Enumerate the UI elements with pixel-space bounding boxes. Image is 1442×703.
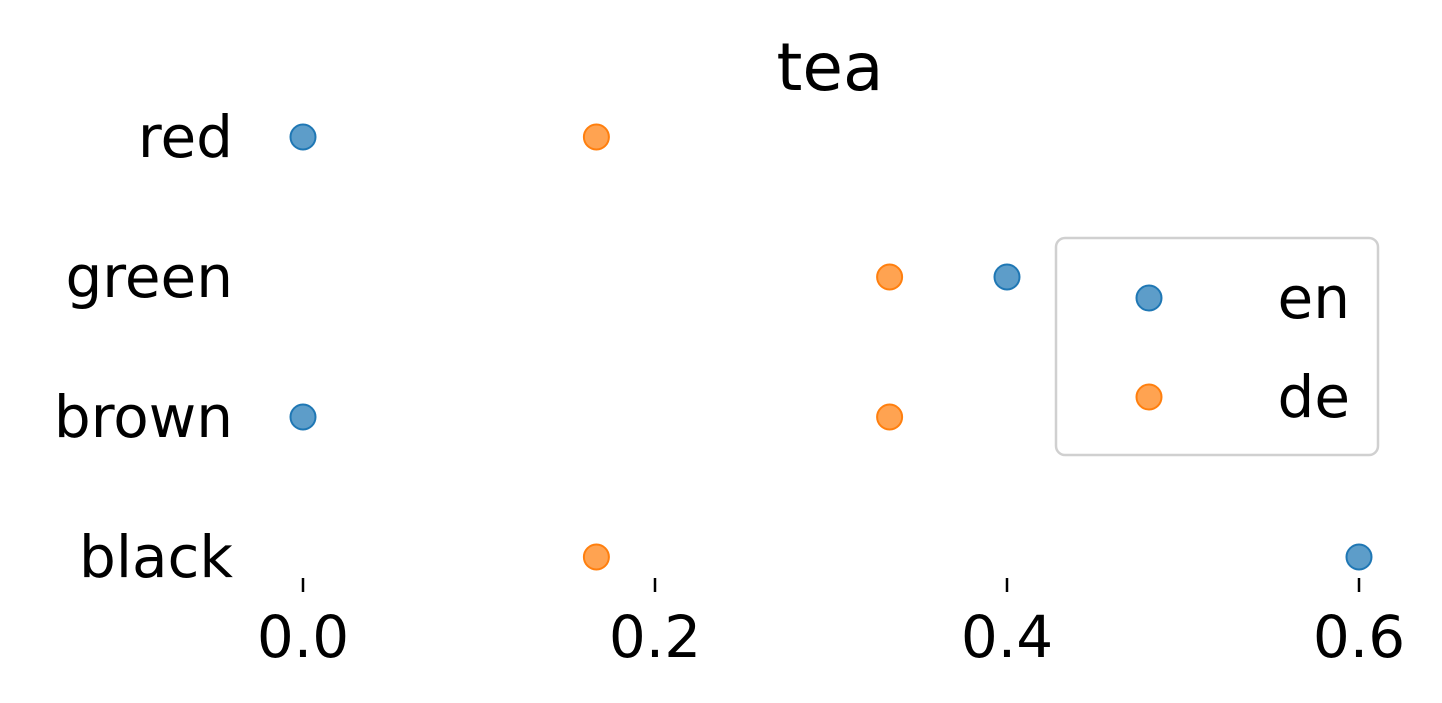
point-de-brown	[876, 403, 904, 431]
point-en-brown	[289, 403, 317, 431]
point-de-green	[876, 263, 904, 291]
category-labels: red green brown black	[54, 103, 233, 591]
point-en-black	[1345, 543, 1373, 571]
category-label-red: red	[138, 103, 233, 171]
legend: en de	[1054, 236, 1380, 457]
legend-marker-de	[1135, 383, 1163, 411]
point-de-red	[582, 123, 610, 151]
category-label-black: black	[79, 523, 233, 591]
x-tick-label: 0.2	[609, 603, 701, 671]
x-tick-label: 0.6	[1313, 603, 1405, 671]
point-en-green	[993, 263, 1021, 291]
legend-label-de: de	[1278, 363, 1351, 431]
category-label-green: green	[65, 243, 233, 311]
data-points	[289, 123, 1373, 571]
point-en-red	[289, 123, 317, 151]
x-tick-label: 0.0	[257, 603, 349, 671]
category-label-brown: brown	[54, 383, 233, 451]
x-axis: 0.0 0.2 0.4 0.6	[257, 578, 1405, 671]
point-de-black	[582, 543, 610, 571]
chart-title: tea	[777, 29, 884, 106]
legend-marker-en	[1135, 284, 1163, 312]
legend-label-en: en	[1278, 264, 1350, 332]
x-tick-label: 0.4	[961, 603, 1053, 671]
